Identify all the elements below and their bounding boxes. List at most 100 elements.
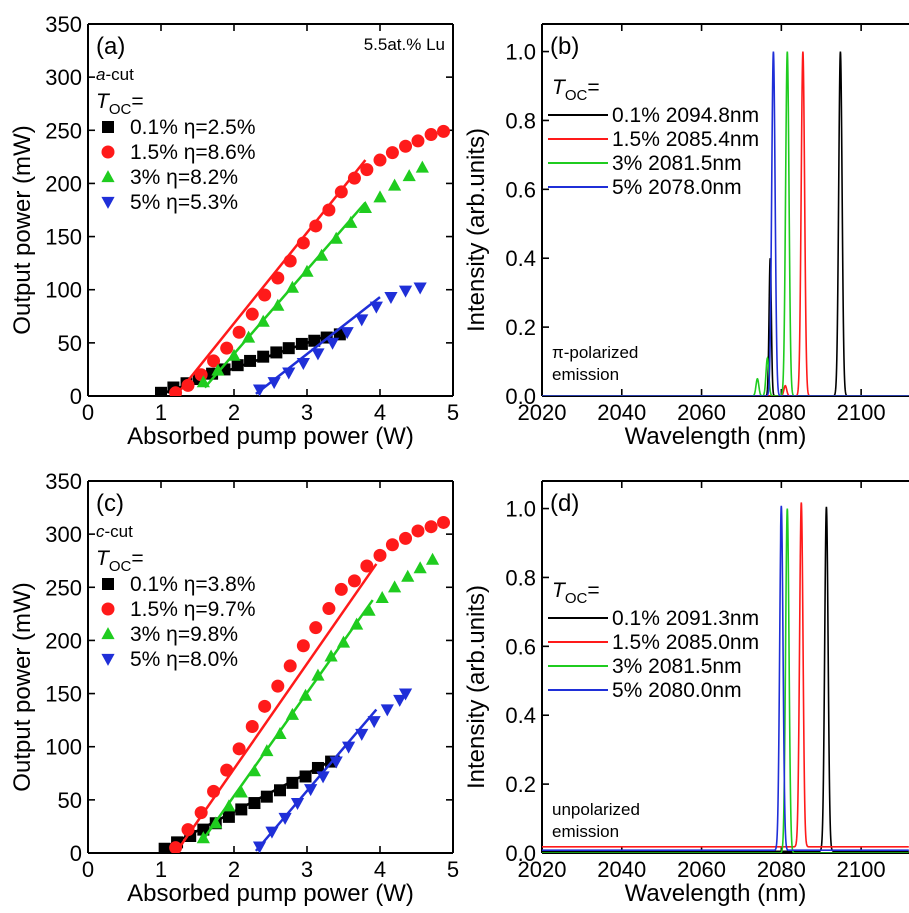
data-point	[399, 139, 413, 153]
data-point	[282, 342, 295, 355]
x-tick-label: 4	[374, 400, 386, 425]
data-point	[398, 285, 413, 298]
legend-label: 5% 2078.0nm	[612, 176, 742, 199]
data-point	[197, 823, 210, 836]
x-tick-label: 2020	[518, 400, 567, 425]
x-axis-label: Absorbed pump power (W)	[127, 880, 414, 907]
data-point	[245, 720, 259, 734]
data-point	[295, 337, 308, 350]
x-axis-label: Wavelength (nm)	[625, 880, 807, 907]
data-point	[413, 561, 427, 574]
data-point	[258, 288, 272, 302]
data-point	[271, 679, 285, 693]
panel-label: (d)	[550, 490, 579, 517]
legend-marker	[101, 627, 115, 640]
panel-label: (c)	[96, 490, 124, 517]
data-point	[350, 617, 364, 630]
plot-area	[158, 515, 451, 853]
data-point	[373, 548, 387, 562]
series-3	[252, 688, 413, 853]
x-tick-label: 2060	[677, 400, 726, 425]
fit-line	[174, 159, 367, 396]
data-point	[158, 842, 171, 853]
fit-line	[174, 563, 378, 853]
data-point	[424, 520, 438, 534]
data-point	[283, 659, 297, 673]
data-point	[347, 574, 361, 588]
data-point	[413, 282, 427, 295]
data-point	[273, 784, 286, 797]
legend-label: 5% η=8.0%	[130, 648, 238, 671]
toc-label: TOC=	[552, 76, 600, 104]
legend-marker	[101, 170, 115, 183]
data-point	[362, 603, 376, 616]
data-point	[194, 806, 208, 820]
x-tick-label: 2060	[677, 857, 726, 882]
data-point	[380, 704, 394, 717]
y-tick-label: 0.8	[505, 108, 536, 133]
data-point	[260, 790, 273, 803]
data-point	[244, 354, 257, 367]
data-point	[322, 203, 336, 217]
data-point	[273, 727, 287, 740]
data-point	[309, 219, 323, 233]
y-tick-label: 0.8	[505, 565, 536, 590]
legend-marker	[102, 121, 114, 133]
data-point	[425, 552, 440, 565]
legend-label: 0.1% η=2.5%	[130, 116, 256, 139]
y-tick-label: 1.0	[505, 497, 536, 522]
legend-label: 5% 2080.0nm	[612, 679, 742, 702]
data-point	[271, 271, 285, 285]
cut-label: a-cut	[96, 65, 134, 84]
data-point	[304, 784, 318, 797]
y-tick-label: 100	[45, 735, 82, 760]
data-point	[334, 185, 348, 199]
legend-marker	[102, 578, 114, 590]
x-tick-label: 5	[447, 857, 459, 882]
data-point	[278, 812, 292, 825]
data-point	[311, 668, 325, 681]
plot-area	[542, 502, 909, 853]
data-point	[181, 823, 195, 837]
data-point	[252, 841, 267, 853]
legend-label: 1.5% 2085.4nm	[612, 128, 759, 151]
data-point	[358, 200, 372, 213]
toc-label: TOC=	[96, 90, 144, 118]
data-point	[222, 810, 235, 823]
x-tick-label: 3	[301, 857, 313, 882]
x-tick-label: 4	[374, 857, 386, 882]
data-point	[234, 785, 248, 798]
legend-label: 3% η=8.2%	[130, 166, 238, 189]
data-point	[388, 580, 402, 593]
data-point	[384, 292, 398, 305]
y-axis-label: Output power (mW)	[9, 582, 36, 791]
data-point	[385, 538, 399, 552]
data-point	[265, 826, 279, 839]
data-point	[311, 761, 324, 774]
data-point	[336, 635, 351, 648]
y-tick-label: 1.0	[505, 40, 536, 65]
y-tick-label: 0.2	[505, 315, 536, 340]
y-axis-label: Intensity (arb.units)	[463, 585, 490, 789]
y-tick-label: 200	[45, 628, 82, 653]
data-point	[286, 776, 299, 789]
x-tick-label: 2	[228, 857, 240, 882]
y-tick-label: 150	[45, 682, 82, 707]
x-tick-label: 2040	[597, 400, 646, 425]
y-tick-label: 200	[45, 171, 82, 196]
data-point	[155, 386, 167, 396]
data-point	[257, 350, 270, 363]
data-point	[282, 367, 296, 380]
legend-label: 0.1% 2091.3nm	[612, 607, 759, 630]
x-tick-label: 1	[155, 857, 167, 882]
data-point	[285, 707, 299, 720]
x-tick-label: 2100	[837, 400, 886, 425]
data-point	[209, 816, 223, 829]
y-tick-label: 0.6	[505, 177, 536, 202]
legend-marker	[101, 145, 115, 159]
data-point	[181, 378, 195, 392]
legend-label: 0.1% 2094.8nm	[612, 104, 759, 127]
data-point	[252, 384, 267, 396]
